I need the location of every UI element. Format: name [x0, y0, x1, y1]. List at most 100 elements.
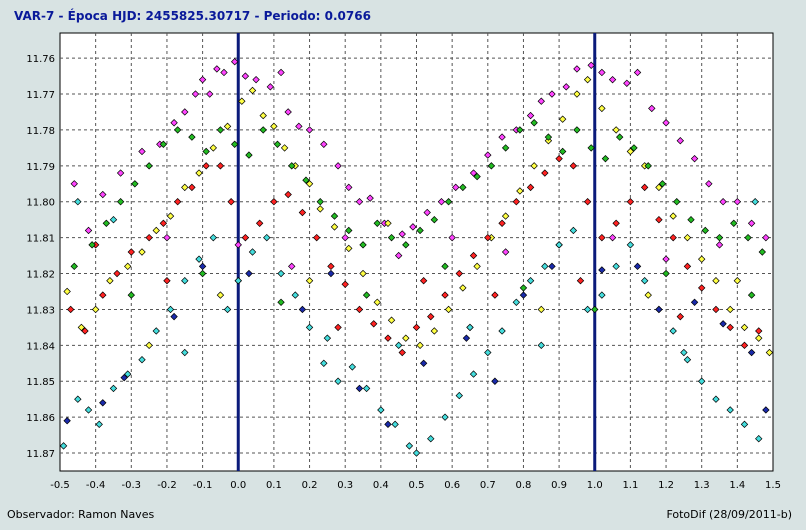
- data-point: [569, 226, 578, 235]
- data-point: [680, 348, 688, 357]
- x-tick-label: 1.2: [658, 480, 674, 491]
- data-point: [355, 384, 364, 393]
- data-point: [498, 133, 506, 141]
- data-point: [394, 341, 403, 350]
- data-point: [537, 97, 545, 105]
- data-point: [145, 233, 153, 242]
- data-point: [416, 226, 424, 235]
- data-point: [726, 323, 734, 332]
- data-point: [676, 312, 685, 321]
- data-point: [384, 334, 392, 342]
- data-point: [626, 241, 635, 249]
- x-tick-label: 1.3: [694, 480, 710, 491]
- data-point: [541, 262, 549, 271]
- data-point: [120, 373, 128, 382]
- data-point: [662, 119, 670, 127]
- data-point: [598, 68, 606, 77]
- data-point: [676, 137, 685, 145]
- data-point: [444, 198, 453, 206]
- data-point: [348, 363, 357, 371]
- data-point: [747, 348, 756, 357]
- data-point: [519, 291, 528, 299]
- data-point: [719, 320, 727, 328]
- data-point: [698, 377, 706, 385]
- data-point: [516, 126, 524, 134]
- data-point: [181, 108, 189, 116]
- data-point: [280, 144, 289, 152]
- data-point: [188, 133, 196, 141]
- data-point: [576, 277, 585, 285]
- data-point: [487, 162, 496, 170]
- data-point: [591, 305, 599, 314]
- data-point: [544, 133, 553, 141]
- data-point: [230, 140, 239, 148]
- x-tick-label: 0.2: [302, 480, 318, 491]
- data-point: [259, 126, 267, 134]
- data-point: [159, 219, 168, 227]
- data-point: [345, 226, 353, 235]
- data-point: [213, 65, 221, 73]
- data-point: [441, 262, 449, 271]
- data-point: [712, 305, 720, 314]
- data-point: [91, 305, 100, 314]
- data-point: [131, 180, 139, 188]
- data-point: [191, 90, 200, 98]
- data-point: [145, 341, 153, 350]
- data-point: [198, 75, 207, 84]
- data-point: [573, 90, 581, 98]
- data-point: [181, 277, 189, 285]
- data-point: [648, 104, 656, 113]
- data-point: [99, 190, 107, 199]
- data-point: [341, 280, 349, 289]
- data-point: [452, 183, 460, 192]
- data-point: [138, 356, 146, 364]
- data-point: [583, 75, 592, 84]
- x-tick-label: 1.5: [765, 480, 781, 491]
- data-point: [355, 198, 364, 206]
- data-point: [662, 255, 670, 263]
- x-tick-label: 0.5: [409, 480, 425, 491]
- data-point: [733, 198, 742, 206]
- data-point: [555, 241, 563, 249]
- data-point: [501, 212, 510, 220]
- data-point: [459, 183, 467, 192]
- data-point: [744, 233, 752, 242]
- data-point: [198, 269, 207, 278]
- data-point: [573, 126, 581, 134]
- data-point: [295, 122, 303, 131]
- data-point: [558, 115, 567, 123]
- data-point: [362, 291, 371, 299]
- data-point: [209, 233, 217, 242]
- data-point: [762, 406, 770, 414]
- data-point: [473, 262, 481, 271]
- data-point: [712, 277, 720, 285]
- data-point: [320, 140, 328, 148]
- data-point: [444, 305, 453, 314]
- data-point: [223, 122, 232, 131]
- data-point: [220, 68, 228, 77]
- data-point: [241, 72, 250, 80]
- data-point: [569, 162, 578, 170]
- data-point: [170, 312, 178, 321]
- grid: [60, 33, 773, 471]
- data-point: [70, 180, 78, 188]
- data-point: [526, 183, 535, 192]
- data-point: [291, 291, 299, 299]
- data-point: [644, 291, 652, 299]
- data-point: [277, 298, 285, 306]
- data-point: [113, 269, 121, 278]
- y-tick-label: 11.81: [26, 234, 55, 245]
- data-point: [320, 359, 328, 367]
- data-point: [612, 219, 620, 227]
- data-point: [441, 413, 449, 421]
- data-point: [655, 215, 663, 224]
- data-point: [277, 68, 285, 77]
- data-point: [698, 255, 706, 263]
- data-point: [116, 169, 125, 177]
- data-point: [427, 312, 435, 321]
- x-tick-label: -0.1: [193, 480, 213, 491]
- data-point: [330, 212, 339, 220]
- data-point: [63, 417, 71, 425]
- data-point: [640, 183, 649, 192]
- data-point: [248, 86, 257, 95]
